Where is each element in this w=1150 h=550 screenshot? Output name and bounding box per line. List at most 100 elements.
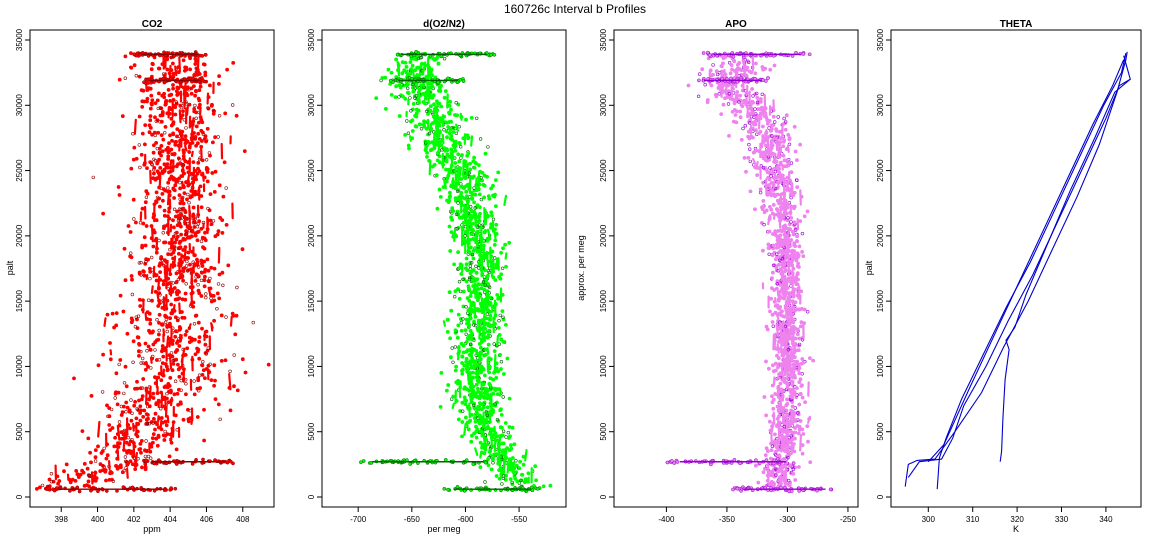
data-point (148, 347, 153, 352)
data-point (500, 433, 505, 438)
data-point (444, 167, 448, 172)
data-point (501, 429, 506, 433)
data-point (154, 358, 159, 362)
data-point (447, 290, 452, 295)
data-point (776, 175, 780, 179)
data-point (494, 474, 499, 478)
data-point (472, 319, 476, 324)
data-point (149, 102, 154, 107)
data-point (793, 478, 798, 482)
data-point (448, 136, 453, 141)
data-point (781, 153, 786, 158)
data-point (201, 171, 205, 182)
data-point (132, 145, 137, 150)
data-point (754, 463, 758, 468)
data-point (175, 292, 180, 297)
data-point (423, 92, 427, 101)
data-point (212, 266, 217, 271)
data-point (195, 415, 200, 419)
data-point (472, 165, 477, 170)
data-point (128, 426, 132, 431)
data-point (196, 120, 201, 125)
data-point (217, 183, 222, 188)
data-point (172, 304, 176, 313)
data-point (164, 395, 167, 412)
data-point (148, 106, 153, 111)
data-point (183, 208, 187, 213)
data-point (166, 186, 170, 190)
data-point (117, 362, 121, 367)
data-point (416, 108, 421, 113)
data-point (740, 104, 745, 109)
data-point (795, 307, 800, 312)
data-point (498, 352, 503, 357)
data-point (478, 350, 482, 363)
data-point (456, 287, 460, 292)
data-point (195, 257, 199, 262)
data-point (459, 272, 464, 276)
data-point (763, 158, 768, 163)
data-point (156, 304, 161, 308)
data-point (741, 126, 745, 131)
data-point (785, 397, 789, 402)
y-tick-label: 5000 (15, 422, 24, 440)
data-point (161, 226, 166, 231)
data-point (472, 359, 477, 364)
data-point (156, 332, 161, 337)
data-point (206, 363, 211, 368)
y-tick-label: 30000 (307, 94, 316, 117)
data-point (131, 197, 136, 202)
data-point (449, 119, 454, 124)
data-point (151, 171, 156, 176)
data-point (192, 263, 197, 268)
data-point (191, 84, 196, 89)
data-point (89, 460, 93, 465)
data-point (159, 133, 164, 138)
data-point (98, 469, 103, 474)
data-point (802, 307, 807, 312)
data-point (776, 245, 781, 250)
data-point (101, 211, 106, 216)
data-point (137, 297, 142, 302)
data-point (169, 55, 174, 60)
data-point (218, 417, 222, 421)
data-point (461, 213, 465, 220)
data-point (77, 489, 82, 494)
data-point (154, 218, 159, 223)
data-point (159, 261, 164, 266)
data-point (448, 99, 453, 104)
data-point (405, 90, 410, 95)
data-point (787, 482, 792, 487)
data-point (155, 443, 160, 448)
data-point (117, 193, 122, 197)
data-point (170, 431, 173, 442)
data-point (480, 170, 485, 175)
data-point (114, 371, 119, 376)
data-point (771, 202, 776, 207)
data-point (150, 98, 155, 103)
data-point (510, 425, 515, 430)
data-point (466, 427, 471, 432)
data-point (497, 274, 502, 279)
data-point (494, 222, 499, 227)
data-point (156, 91, 161, 96)
x-tick-label: -550 (511, 515, 528, 524)
data-point (501, 372, 506, 376)
data-point (765, 121, 770, 126)
data-point (128, 459, 133, 464)
data-point (154, 402, 159, 407)
data-point (189, 91, 194, 96)
data-point (202, 274, 207, 279)
data-point (134, 451, 138, 465)
data-point (151, 432, 156, 437)
data-point (209, 296, 213, 301)
data-point (191, 160, 196, 165)
data-point (120, 114, 125, 119)
data-point (788, 463, 793, 468)
data-point (137, 353, 141, 358)
data-point (754, 128, 758, 133)
data-point (438, 404, 443, 409)
data-point (40, 483, 45, 488)
data-point (203, 70, 208, 75)
data-point (775, 353, 779, 358)
